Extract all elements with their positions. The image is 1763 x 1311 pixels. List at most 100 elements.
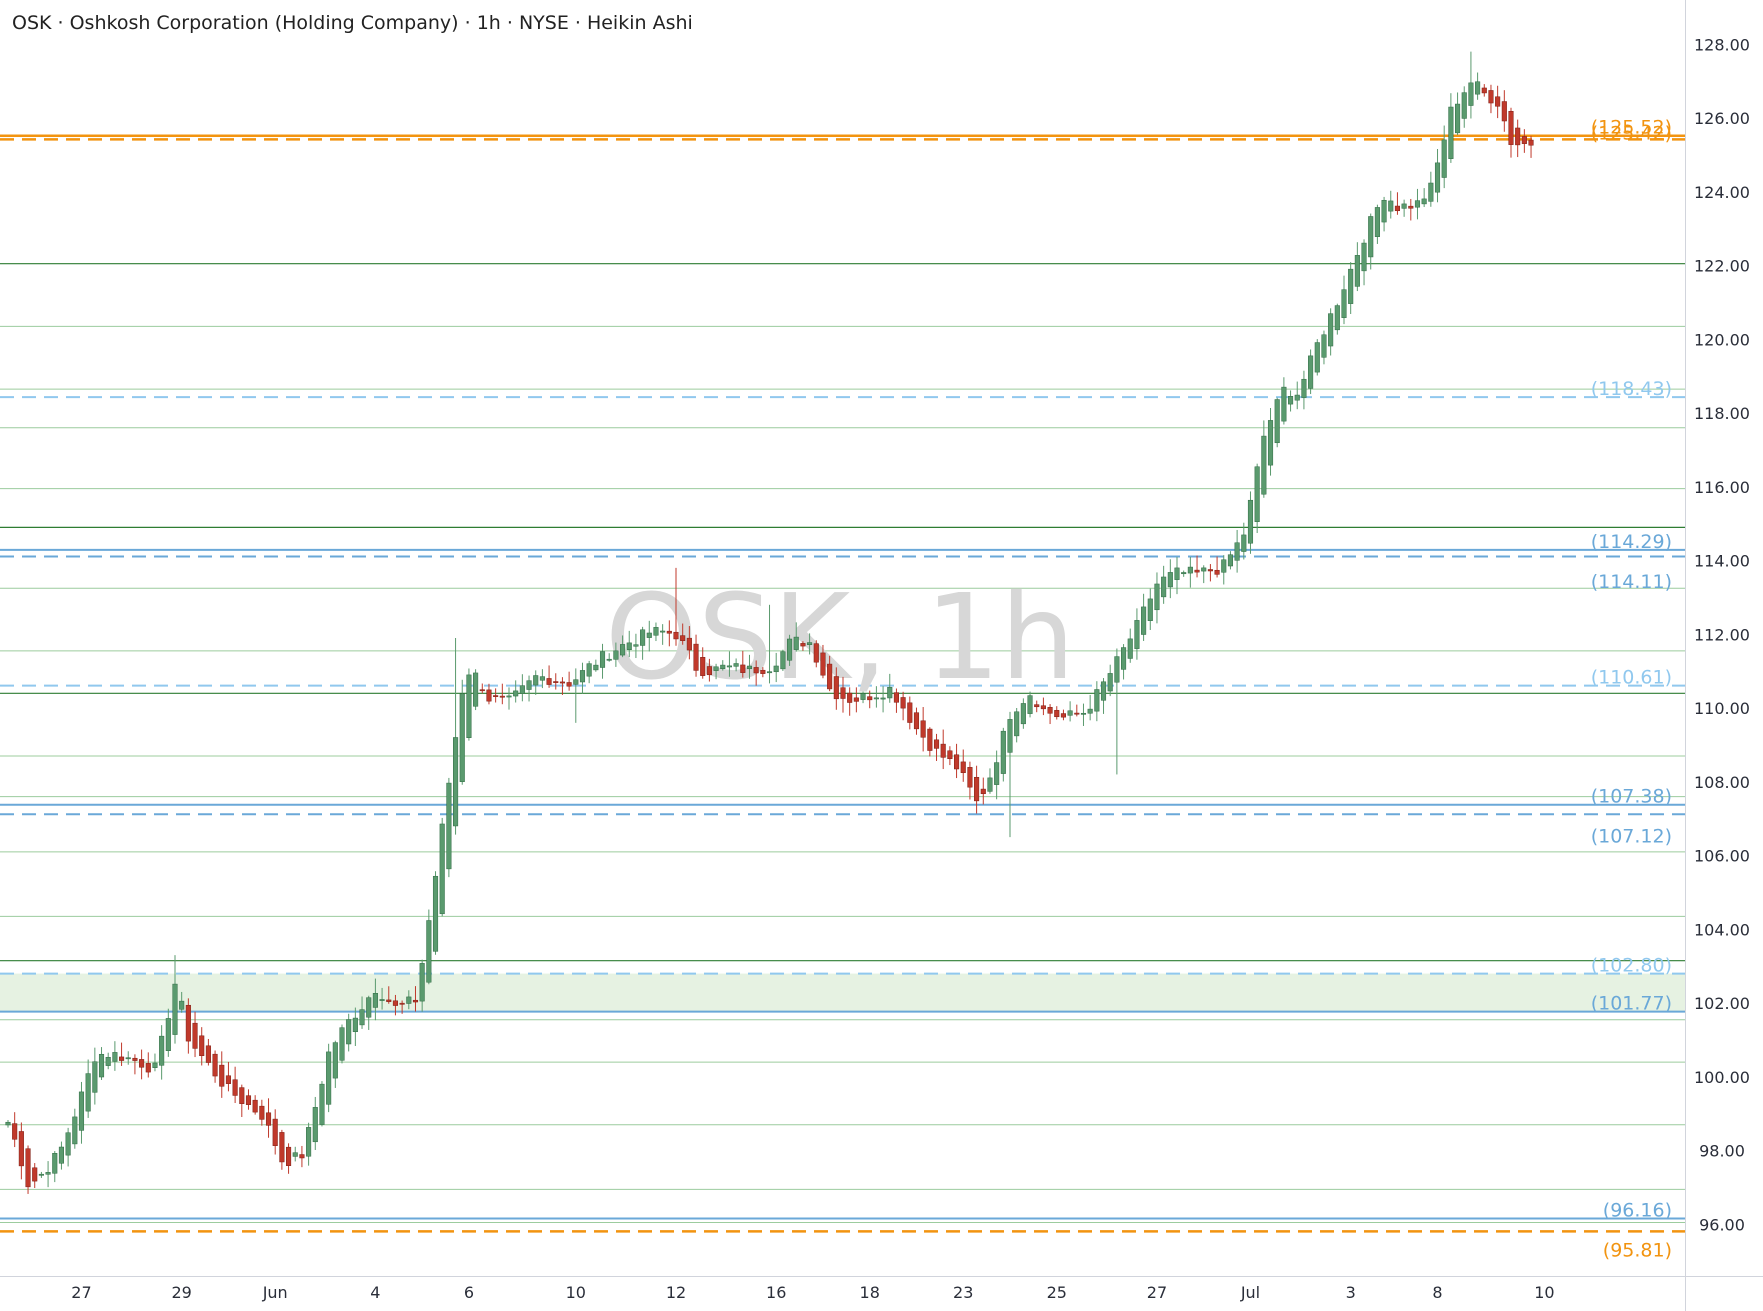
candle-body bbox=[807, 642, 813, 645]
horizontal-levels bbox=[0, 134, 1685, 1233]
candle-body bbox=[880, 697, 886, 700]
candle bbox=[813, 640, 819, 668]
candle-body bbox=[920, 720, 926, 738]
candle bbox=[1174, 556, 1180, 595]
candle bbox=[1428, 171, 1434, 207]
candle-body bbox=[1334, 305, 1340, 331]
candle-body bbox=[800, 643, 806, 647]
candle-body bbox=[1421, 198, 1427, 205]
candle-body bbox=[1221, 559, 1227, 573]
candle-body bbox=[212, 1053, 218, 1077]
y-tick-label: 116.00 bbox=[1694, 478, 1750, 497]
candle bbox=[1254, 463, 1260, 534]
candle-body bbox=[586, 663, 592, 677]
candle bbox=[1227, 551, 1233, 570]
candle-body bbox=[1027, 695, 1033, 714]
candle-body bbox=[352, 1017, 358, 1033]
candle bbox=[1100, 678, 1107, 714]
candle bbox=[52, 1151, 58, 1183]
candle-body bbox=[18, 1131, 24, 1167]
candle-body bbox=[1047, 707, 1053, 714]
x-tick-label: 12 bbox=[666, 1283, 686, 1302]
candle bbox=[566, 671, 572, 691]
candle-body bbox=[760, 669, 766, 674]
candle bbox=[1060, 709, 1066, 721]
candle-body bbox=[332, 1042, 338, 1079]
y-tick-label: 104.00 bbox=[1694, 920, 1750, 939]
candle-body bbox=[366, 997, 372, 1018]
candle-body bbox=[1121, 647, 1127, 670]
level-label: (118.43) bbox=[1591, 378, 1672, 400]
price-axis[interactable]: 128.00 126.00 124.00 122.00 120.00 118.00 116.… bbox=[1694, 35, 1750, 1234]
candle-body bbox=[1194, 569, 1200, 573]
candle bbox=[346, 1013, 352, 1052]
candle bbox=[1147, 588, 1153, 630]
candle-body bbox=[1227, 554, 1233, 567]
candle-body bbox=[499, 695, 505, 698]
time-axis[interactable]: 27 29 Jun 4 6 10 12 16 18 23 25 27 Jul 3 8 10 bbox=[71, 1283, 1554, 1302]
candle bbox=[12, 1112, 18, 1148]
level-label: (107.12) bbox=[1591, 826, 1672, 848]
candle bbox=[513, 680, 519, 703]
candle bbox=[1040, 697, 1046, 716]
candle-body bbox=[1388, 200, 1394, 212]
candle-body bbox=[820, 652, 826, 676]
x-tick-label: 18 bbox=[860, 1283, 880, 1302]
y-tick-label: 98.00 bbox=[1699, 1142, 1745, 1161]
candle-body bbox=[980, 788, 986, 795]
candle bbox=[800, 641, 806, 651]
candle bbox=[1448, 93, 1454, 163]
y-tick-label: 122.00 bbox=[1694, 257, 1750, 276]
candle bbox=[1421, 188, 1427, 208]
y-tick-label: 112.00 bbox=[1694, 625, 1750, 644]
candle-body bbox=[432, 875, 439, 952]
candle bbox=[245, 1089, 252, 1110]
x-tick-label: Jun bbox=[262, 1283, 288, 1302]
candle bbox=[232, 1066, 238, 1104]
candle-body bbox=[686, 637, 692, 651]
candle-body bbox=[1114, 656, 1120, 683]
candle bbox=[32, 1163, 38, 1189]
candle-body bbox=[1107, 673, 1113, 692]
candle-body bbox=[506, 695, 512, 698]
candle bbox=[78, 1081, 85, 1144]
candle-body bbox=[987, 777, 993, 792]
candle bbox=[833, 667, 839, 710]
candle bbox=[680, 623, 686, 645]
candle-body bbox=[559, 681, 565, 684]
candle bbox=[967, 761, 973, 800]
candle bbox=[1074, 704, 1080, 717]
candle-body bbox=[279, 1132, 285, 1163]
y-tick-label: 110.00 bbox=[1694, 699, 1750, 718]
candle bbox=[893, 688, 899, 713]
x-tick-label: 6 bbox=[464, 1283, 474, 1302]
candle bbox=[1114, 648, 1120, 775]
candle-body bbox=[312, 1107, 318, 1143]
candle-body bbox=[860, 693, 866, 700]
candle bbox=[1241, 522, 1247, 560]
candle bbox=[439, 817, 445, 917]
candle bbox=[179, 991, 185, 1013]
candle bbox=[940, 729, 946, 770]
candle bbox=[1321, 330, 1327, 365]
candle-body bbox=[132, 1057, 138, 1061]
candle bbox=[1221, 555, 1227, 585]
candle-body bbox=[1141, 606, 1147, 635]
candle-body bbox=[573, 679, 579, 685]
candle-body bbox=[753, 667, 759, 674]
level-label: (96.16) bbox=[1603, 1199, 1672, 1221]
candle-body bbox=[466, 674, 472, 739]
candle-body bbox=[1014, 711, 1020, 737]
candle bbox=[620, 635, 626, 658]
candle bbox=[92, 1047, 98, 1105]
candle-body bbox=[974, 776, 980, 802]
candle-body bbox=[533, 675, 539, 686]
x-tick-label: 3 bbox=[1346, 1283, 1356, 1302]
candle bbox=[1247, 491, 1254, 554]
candle-body bbox=[787, 638, 793, 661]
candle-body bbox=[793, 636, 799, 650]
candle-body bbox=[406, 996, 412, 1004]
candle bbox=[1027, 691, 1033, 718]
candle-body bbox=[840, 687, 846, 699]
